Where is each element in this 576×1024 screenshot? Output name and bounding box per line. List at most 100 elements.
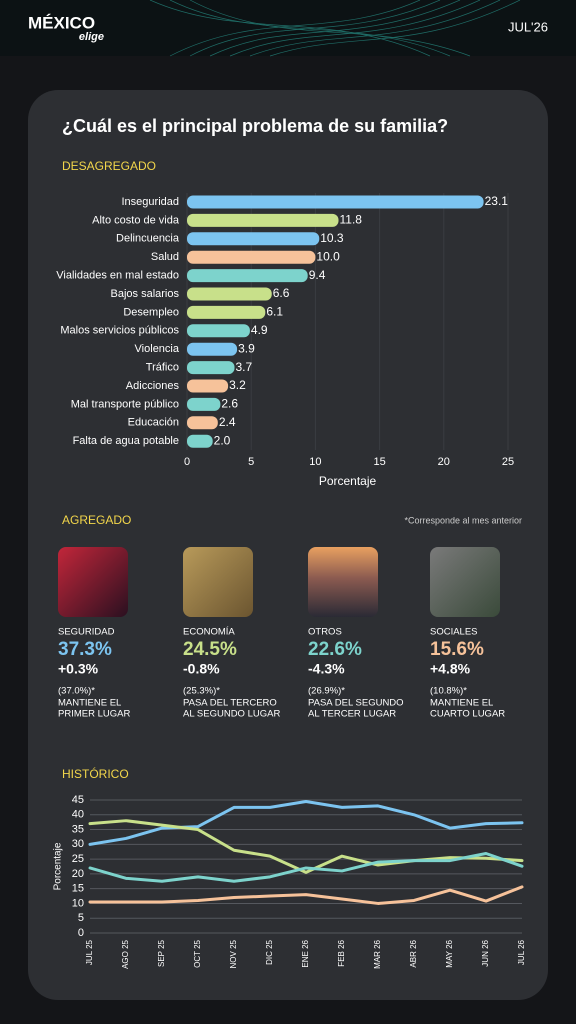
card-previous: (37.0%)* (58, 686, 95, 697)
value-label: 10.3 (320, 231, 344, 245)
card-label: SOCIALES (430, 627, 478, 638)
bar (187, 305, 266, 319)
x-tick-label: 5 (248, 456, 254, 468)
value-label: 11.8 (340, 213, 363, 227)
line (88, 799, 524, 846)
card-note: PASA DEL SEGUNDO (308, 698, 404, 709)
x-tick-label: OCT 25 (193, 939, 202, 967)
category-label: Inseguridad (122, 196, 180, 208)
x-axis-label: Porcentaje (319, 474, 377, 488)
bar (187, 342, 238, 356)
card-value: 37.3% (58, 639, 112, 660)
y-tick-label: 35 (72, 823, 84, 835)
card-note: AL SEGUNDO LUGAR (183, 709, 280, 720)
line (88, 851, 524, 883)
y-axis-label: Porcentaje (53, 842, 64, 890)
category-label: Desempleo (123, 306, 179, 318)
value-label: 6.1 (266, 305, 283, 319)
y-tick-label: 20 (72, 868, 84, 880)
card-label: OTROS (308, 627, 342, 638)
value-label: 9.4 (309, 268, 326, 282)
category-label: Mal transporte público (71, 398, 179, 410)
category-label: Bajos salarios (111, 288, 180, 300)
section-title: HISTÓRICO (62, 766, 129, 781)
y-tick-label: 10 (72, 897, 84, 909)
y-tick-label: 30 (72, 838, 84, 850)
card-panel (28, 90, 548, 1000)
card-value: 22.6% (308, 639, 362, 660)
bar (187, 250, 316, 264)
card-previous: (26.9%)* (308, 686, 345, 697)
x-tick-label: DIC 25 (265, 939, 274, 964)
category-label: Delincuencia (116, 233, 180, 245)
bar (187, 269, 308, 283)
x-tick-label: FEB 26 (337, 939, 346, 966)
card-image (308, 547, 378, 617)
card-label: ECONOMÍA (183, 627, 235, 638)
card-previous: (25.3%)* (183, 686, 220, 697)
category-label: Salud (151, 251, 179, 263)
bar (187, 379, 229, 393)
card-image (430, 547, 500, 617)
category-label: Falta de agua potable (73, 435, 179, 447)
x-tick-label: JUL 25 (85, 939, 94, 965)
y-tick-label: 40 (72, 809, 84, 821)
x-tick-label: 20 (438, 456, 450, 468)
line (88, 885, 524, 905)
card-change: -4.3% (308, 661, 345, 677)
card-note: PASA DEL TERCERO (183, 698, 277, 709)
bar (187, 361, 235, 375)
card-label: SEGURIDAD (58, 627, 115, 638)
card-image (183, 547, 253, 617)
value-label: 2.4 (219, 415, 236, 429)
x-tick-label: AGO 25 (121, 939, 130, 968)
bar (187, 195, 484, 209)
card-change: +0.3% (58, 661, 99, 677)
card-value: 15.6% (430, 639, 484, 660)
x-tick-label: 15 (373, 456, 385, 468)
value-label: 4.9 (251, 323, 268, 337)
bar (187, 213, 339, 227)
bar (187, 287, 272, 301)
header-waves (149, 0, 521, 57)
category-label: Tráfico (146, 362, 179, 374)
value-label: 23.1 (485, 194, 509, 208)
x-tick-label: ABR 26 (409, 939, 418, 967)
x-tick-label: 0 (184, 456, 190, 468)
section-title: AGREGADO (62, 513, 131, 527)
x-tick-label: MAY 26 (445, 939, 454, 967)
value-label: 3.2 (229, 378, 246, 392)
logo: MÉXICO (28, 13, 95, 32)
note: *Corresponde al mes anterior (404, 515, 522, 525)
bar (187, 232, 320, 246)
y-tick-label: 5 (78, 912, 84, 924)
x-tick-label: JUN 26 (481, 939, 490, 966)
y-tick-label: 15 (72, 883, 84, 895)
bar (187, 416, 218, 430)
category-label: Educación (128, 417, 179, 429)
card-previous: (10.8%)* (430, 686, 467, 697)
category-label: Alto costo de vida (92, 214, 180, 226)
x-tick-label: 10 (309, 456, 321, 468)
card-note: MANTIENE EL (430, 698, 493, 709)
x-tick-label: JUL 26 (517, 939, 526, 965)
value-label: 10.0 (316, 249, 340, 263)
bar (187, 324, 250, 338)
value-label: 2.6 (221, 397, 238, 411)
card-note: PRIMER LUGAR (58, 709, 130, 720)
y-tick-label: 25 (72, 853, 84, 865)
x-tick-label: SEP 25 (157, 939, 166, 967)
x-tick-label: 25 (502, 456, 514, 468)
bar (187, 434, 213, 448)
value-label: 2.0 (214, 433, 231, 447)
value-label: 3.7 (236, 360, 253, 374)
card-note: CUARTO LUGAR (430, 709, 505, 720)
x-tick-label: ENE 26 (301, 939, 310, 967)
category-label: Vialidades en mal estado (56, 270, 179, 282)
card-note: AL TERCER LUGAR (308, 709, 396, 720)
card-value: 24.5% (183, 639, 237, 660)
card-image (58, 547, 128, 617)
category-label: Malos servicios públicos (60, 325, 179, 337)
category-label: Adicciones (126, 380, 180, 392)
